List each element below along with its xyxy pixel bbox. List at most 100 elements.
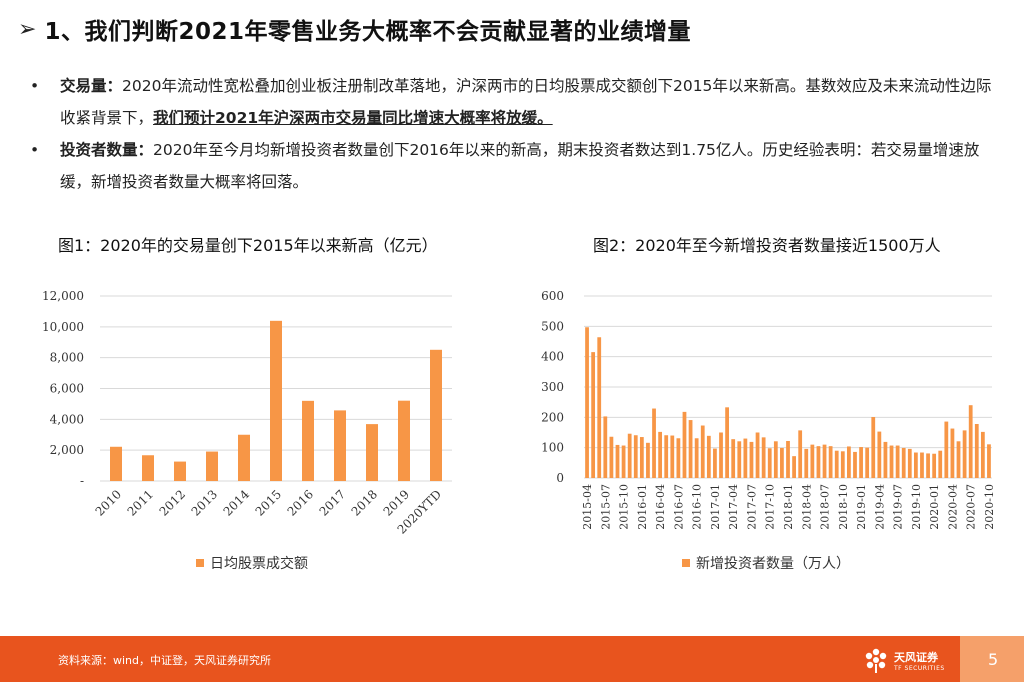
bar — [895, 445, 900, 478]
x-tick-label: 2019-07 — [892, 484, 905, 530]
bar — [737, 441, 742, 478]
bullet-highlight: 我们预计2021年沪深两市交易量同比增速大概率将放缓。 — [153, 109, 553, 127]
x-tick-label: 2014 — [221, 487, 253, 519]
bar — [920, 452, 924, 478]
bar — [706, 435, 711, 478]
bar — [798, 430, 803, 478]
x-tick-label: 2012 — [157, 487, 188, 518]
x-tick-label: 2015-07 — [599, 484, 612, 530]
figure1-title: 图1：2020年的交易量创下2015年以来新高（亿元） — [58, 236, 438, 255]
legend-swatch — [196, 559, 204, 567]
bar — [633, 435, 638, 478]
y-tick-label: 12,000 — [42, 289, 84, 303]
bar — [974, 424, 979, 478]
bar — [944, 421, 949, 478]
bar — [804, 448, 809, 478]
bar — [883, 441, 888, 478]
bar — [334, 410, 346, 481]
y-tick-label: 600 — [541, 289, 564, 303]
y-tick-label: - — [80, 474, 84, 488]
bar — [366, 424, 378, 481]
bar — [816, 446, 821, 478]
bar — [615, 444, 620, 478]
company-logo: 天风证券 TF SECURITIES — [862, 646, 945, 674]
y-tick-label: 500 — [541, 319, 564, 333]
bar — [767, 448, 772, 478]
y-tick-label: 2,000 — [50, 443, 84, 457]
bar — [713, 448, 717, 478]
bar — [682, 411, 687, 478]
bar — [302, 400, 314, 481]
bullet-text: 投资者数量：2020年至今月均新增投资者数量创下2016年以来的新高，期末投资者… — [60, 134, 1000, 198]
bar — [731, 439, 736, 478]
bar — [591, 352, 596, 478]
bar — [761, 437, 766, 478]
bar — [956, 441, 961, 478]
x-tick-label: 2018-07 — [819, 484, 832, 530]
flower-logo-icon — [865, 648, 887, 673]
bullet-body: 2020年流动性宽松叠加创业板注册制改革落地，沪深两市的日均股票成交额创下201… — [60, 77, 992, 127]
bar — [725, 407, 729, 478]
bar — [174, 461, 186, 481]
y-tick-label: 4,000 — [50, 412, 84, 426]
x-tick-label: 2015 — [253, 487, 284, 518]
chart-new-investors: 0 100 200 300 400 500 600 2015-04 2015-07 2015-10… — [541, 289, 996, 530]
chart1-legend: 日均股票成交额 — [196, 553, 308, 573]
bullet-body: 2020年至今月均新增投资者数量创下2016年以来的新高，期末投资者数达到1.7… — [60, 141, 980, 191]
bar — [901, 447, 906, 478]
bar — [639, 437, 644, 478]
x-tick-label: 2017-07 — [745, 484, 758, 530]
y-tick-label: 100 — [541, 441, 564, 455]
bar — [585, 327, 589, 478]
page-number-box — [960, 636, 1024, 682]
x-tick-label: 2016-01 — [636, 484, 649, 530]
chart2-legend: 新增投资者数量（万人） — [682, 553, 850, 573]
bar — [664, 435, 669, 478]
bar — [398, 400, 410, 481]
bar — [430, 349, 442, 481]
x-tick-label: 2018-04 — [800, 484, 813, 530]
figure2-title: 图2：2020年至今新增投资者数量接近1500万人 — [593, 236, 941, 255]
bar — [913, 452, 918, 478]
bar — [980, 431, 985, 478]
bar — [270, 320, 282, 481]
bar — [786, 440, 790, 478]
bar — [142, 455, 154, 481]
bar — [828, 446, 833, 478]
y-tick-label: 400 — [541, 350, 564, 364]
bar — [834, 450, 839, 478]
x-tick-label: 2018-10 — [837, 484, 850, 530]
bullet-label: 交易量： — [60, 77, 123, 95]
bar — [627, 433, 632, 478]
logo-name: 天风证券 — [894, 650, 938, 664]
bar — [871, 417, 876, 478]
x-tick-label: 2020-04 — [946, 484, 959, 530]
x-tick-label: 2016-10 — [691, 484, 704, 530]
page-title-row: ➢ 1、我们判断2021年零售业务大概率不会贡献显著的业绩增量 — [18, 12, 691, 46]
bar — [950, 428, 955, 478]
bar — [646, 442, 650, 478]
x-tick-label: 2016-07 — [672, 484, 685, 530]
y-tick-label: 300 — [541, 380, 564, 394]
bullet-dot-icon: • — [30, 141, 40, 159]
y-tick-label: 10,000 — [42, 320, 84, 334]
bar — [853, 451, 857, 478]
bar — [822, 444, 827, 478]
bar — [603, 416, 608, 478]
x-tick-label: 2016-04 — [654, 484, 667, 530]
y-tick-label: 6,000 — [50, 382, 84, 396]
bar — [694, 438, 699, 478]
x-tick-label: 2011 — [125, 487, 156, 518]
x-tick-label: 2013 — [189, 487, 220, 518]
bar — [877, 431, 882, 478]
bar — [840, 451, 845, 478]
y-tick-label: 8,000 — [50, 351, 84, 365]
x-tick-label: 2017-10 — [764, 484, 777, 530]
x-tick-label: 2017 — [317, 487, 348, 518]
x-tick-label: 2015-04 — [581, 484, 594, 530]
bar — [597, 337, 602, 478]
x-tick-label: 2020-07 — [965, 484, 978, 530]
bar — [968, 405, 973, 478]
bar — [621, 445, 626, 478]
